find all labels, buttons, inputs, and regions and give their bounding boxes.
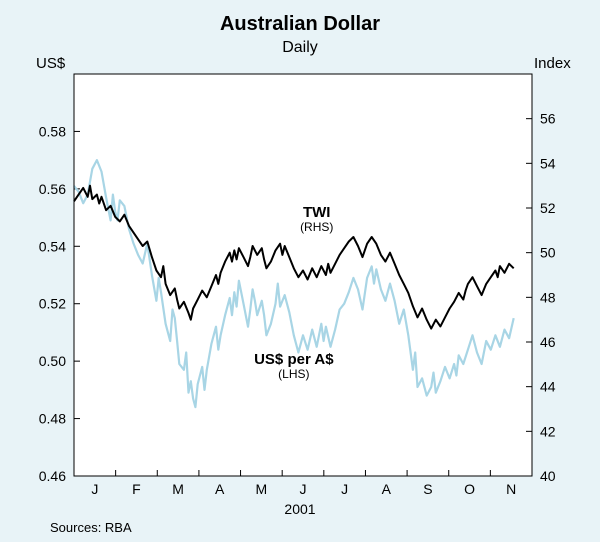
ytick-right-label: 46 <box>540 334 556 350</box>
x-year-label: 2001 <box>284 501 315 517</box>
ytick-right-label: 52 <box>540 200 556 216</box>
ytick-left-label: 0.58 <box>39 123 66 139</box>
plot-area <box>74 74 532 476</box>
xtick-label: S <box>423 481 432 497</box>
ytick-right-label: 54 <box>540 155 556 171</box>
ytick-left-label: 0.48 <box>39 411 66 427</box>
ytick-left-label: 0.54 <box>39 238 66 254</box>
chart-svg: Australian Dollar Daily 0.46 0.48 0.50 0.52 0.… <box>0 0 600 542</box>
ytick-right-label: 44 <box>540 379 556 395</box>
series-usd-label: US$ per A$ <box>254 351 334 368</box>
xtick-label: J <box>91 481 98 497</box>
xtick-label: F <box>132 481 141 497</box>
ytick-left-label: 0.56 <box>39 181 66 197</box>
xtick-label: A <box>382 481 392 497</box>
xtick-label: N <box>506 481 516 497</box>
series-twi-label: TWI <box>303 204 331 221</box>
xtick-label: O <box>464 481 475 497</box>
xtick-label: A <box>215 481 225 497</box>
chart-title: Australian Dollar <box>220 13 380 35</box>
xtick-label: J <box>341 481 348 497</box>
ytick-left-label: 0.52 <box>39 296 66 312</box>
ytick-left-label: 0.50 <box>39 353 66 369</box>
left-axis-label: US$ <box>36 55 66 72</box>
ytick-left-label: 0.46 <box>39 468 66 484</box>
source-label: Sources: RBA <box>50 520 132 535</box>
right-axis-label: Index <box>534 55 571 72</box>
series-twi-hint: (RHS) <box>300 220 333 234</box>
xtick-label: M <box>172 481 184 497</box>
ytick-right-label: 56 <box>540 111 556 127</box>
ytick-right-label: 48 <box>540 289 556 305</box>
series-usd-hint: (LHS) <box>278 367 309 381</box>
ytick-right-label: 40 <box>540 468 556 484</box>
chart-container: Australian Dollar Daily 0.46 0.48 0.50 0.52 0.… <box>0 0 600 542</box>
xtick-label: M <box>256 481 268 497</box>
chart-subtitle: Daily <box>282 39 318 56</box>
xtick-label: J <box>300 481 307 497</box>
ytick-right-label: 50 <box>540 245 556 261</box>
ytick-right-label: 42 <box>540 423 556 439</box>
